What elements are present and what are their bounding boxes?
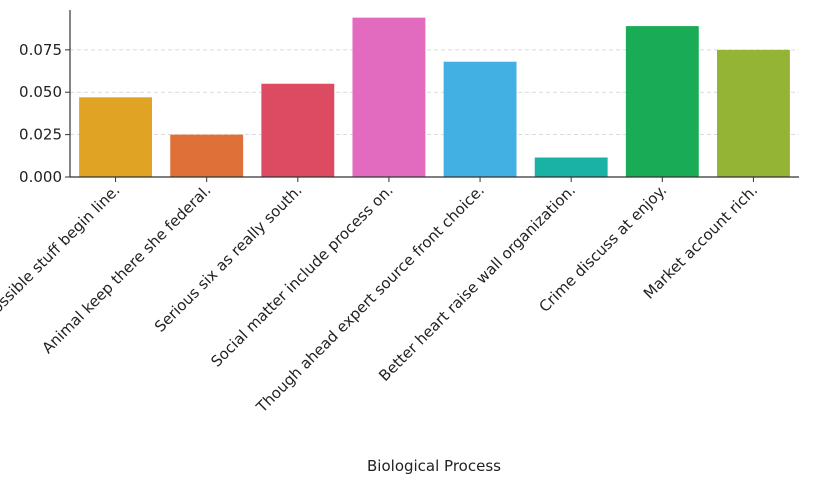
bar (625, 26, 699, 178)
y-tick-label: 0.000 (19, 168, 62, 186)
y-tick-label: 0.075 (19, 41, 62, 59)
y-tick-label: 0.025 (19, 126, 62, 144)
y-tick-label: 0.050 (19, 83, 62, 101)
bar (170, 134, 244, 177)
x-tick-label: Serious six as really south. (151, 181, 306, 336)
bar (716, 49, 790, 178)
bar (443, 61, 517, 177)
bar (352, 17, 426, 178)
x-tick-label: Social matter include process on. (207, 181, 396, 370)
x-tick-label: Animal keep there she federal. (39, 181, 215, 357)
bar (79, 97, 153, 177)
bar (261, 83, 335, 177)
x-axis-title: Biological Process (367, 457, 501, 475)
bars (79, 17, 790, 178)
x-tick-label: Better heart raise wall organization. (375, 181, 579, 385)
y-axis-ticks: 0.000 0.025 0.050 0.075 (19, 41, 70, 186)
bar (534, 157, 608, 177)
x-axis-ticks: Possible stuff begin line.Animal keep th… (0, 177, 761, 417)
